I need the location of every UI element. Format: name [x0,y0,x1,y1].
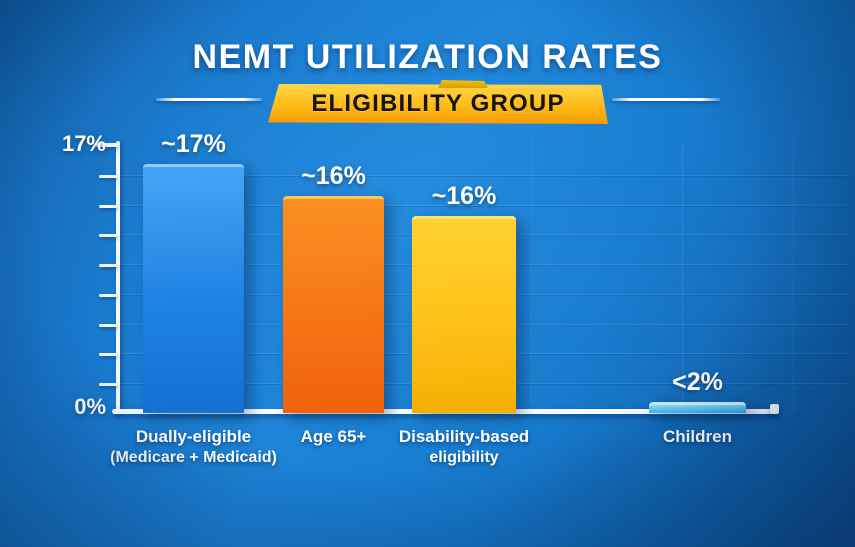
bar-value-label: <2% [672,368,723,396]
bar-children [649,402,746,413]
bar-disability-based [412,216,516,413]
y-axis-zero-label: 0% [74,394,106,419]
x-axis-end-cap [770,404,779,414]
y-axis-tick [99,324,117,327]
vertical-gridline [793,140,794,412]
category-label-disability: Disability-based eligibility [399,426,529,468]
horizontal-gridline [121,175,849,176]
y-axis-tick [99,264,117,267]
y-axis-line [116,141,120,413]
category-label-children: Children [663,426,732,447]
category-label-line1: Children [663,427,732,446]
y-axis-tick [99,353,117,356]
subtitle-banner: ELIGIBILITY GROUP [268,84,608,124]
vertical-gridline [531,140,532,412]
y-axis-max-label: 17% [61,131,106,156]
banner-right-line [612,98,720,101]
banner-left-line [156,98,262,101]
category-label-line1: Disability-based [398,427,530,446]
y-axis-tick [99,383,117,386]
category-label-line2: eligibility [429,449,499,466]
chart-subtitle: ELIGIBILITY GROUP [311,90,565,117]
subtitle-banner-row: ELIGIBILITY GROUP [0,80,855,124]
bar-value-label: ~17% [161,130,226,158]
y-axis-top-tick [96,143,118,147]
category-label-line1: Age 65+ [300,427,367,446]
bar-dually-eligible [143,164,244,413]
category-label-line1: Dually-eligible [135,427,252,446]
horizontal-gridline [121,205,849,206]
category-label-line2: (Medicare + Medicaid) [110,449,277,466]
y-axis-tick [99,175,117,178]
category-label-age-65: Age 65+ [301,426,367,447]
bar-age-65 [283,196,384,413]
bar-value-label: ~16% [301,162,366,190]
category-label-dually-eligible: Dually-eligible (Medicare + Medicaid) [110,426,277,468]
bar-value-label: ~16% [431,182,497,210]
vertical-gridline [682,140,683,412]
chart-title: NEMT UTILIZATION RATES [192,38,663,76]
y-axis-tick [99,205,117,208]
y-axis-tick [99,234,117,237]
banner-notch-decoration [438,80,488,88]
y-axis-tick [99,294,117,297]
